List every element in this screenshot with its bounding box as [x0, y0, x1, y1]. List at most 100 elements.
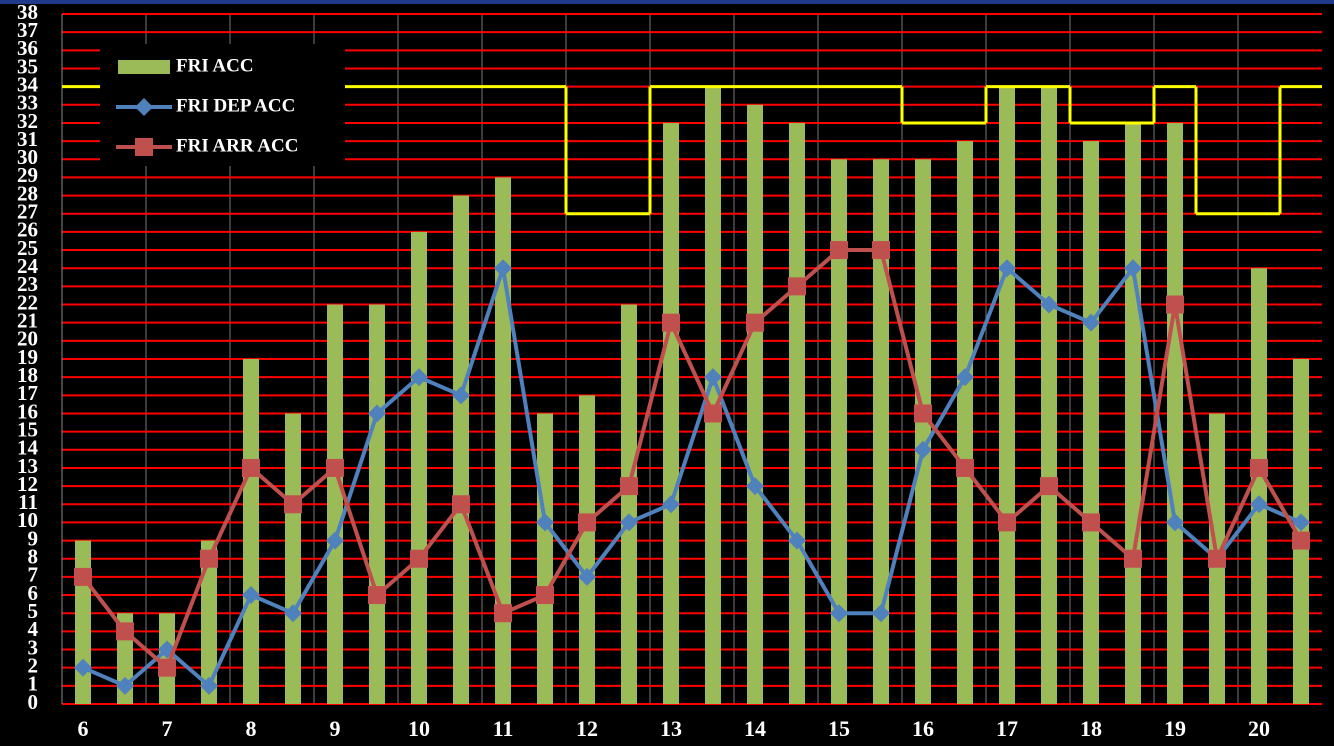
bar [285, 413, 301, 704]
legend-label: FRI ACC [176, 55, 254, 76]
y-tick-label: 19 [17, 345, 38, 369]
x-tick-label: 20 [1248, 716, 1270, 741]
bar [75, 540, 91, 704]
y-tick-label: 0 [28, 690, 39, 714]
bar [915, 159, 931, 704]
x-tick-label: 11 [493, 716, 514, 741]
y-tick-label: 10 [17, 508, 38, 532]
y-tick-label: 23 [17, 272, 38, 296]
y-tick-label: 1 [28, 672, 39, 696]
marker [1124, 259, 1142, 278]
y-tick-label: 29 [17, 163, 38, 187]
x-tick-label: 15 [828, 716, 850, 741]
marker [704, 368, 722, 387]
marker [494, 259, 512, 278]
bar [327, 304, 343, 704]
marker [116, 676, 134, 695]
bar [705, 86, 721, 704]
marker [1250, 458, 1268, 477]
line [82, 266, 1302, 688]
y-tick-label: 36 [17, 36, 38, 60]
y-tick-label: 30 [17, 145, 38, 169]
marker [788, 277, 806, 296]
bar [495, 177, 511, 705]
y-tick-label: 8 [28, 545, 39, 569]
x-tick-label: 9 [330, 716, 341, 741]
marker [200, 676, 218, 695]
marker [158, 658, 176, 677]
marker [326, 458, 344, 477]
legend-label: FRI ARR ACC [176, 135, 298, 156]
marker [1208, 549, 1226, 568]
marker [662, 495, 680, 514]
marker [830, 241, 848, 260]
marker [116, 622, 134, 641]
x-tick-label: 6 [78, 716, 89, 741]
x-tick-label: 19 [1164, 716, 1186, 741]
y-tick-label: 24 [17, 254, 39, 278]
marker [452, 495, 470, 514]
marker [704, 404, 722, 423]
marker [872, 241, 890, 260]
y-tick-label: 26 [17, 218, 38, 242]
x-tick-label: 7 [162, 716, 173, 741]
marker [368, 586, 386, 605]
bar [789, 122, 805, 704]
marker [368, 404, 386, 423]
y-tick-label: 25 [17, 236, 38, 260]
y-tick-label: 9 [28, 526, 39, 550]
marker [536, 586, 554, 605]
y-tick-label: 20 [17, 327, 38, 351]
bar [1041, 86, 1057, 704]
bar [1293, 359, 1309, 704]
marker [200, 549, 218, 568]
legend: FRI ACC FRI DEP ACC FRI ARR ACC [100, 44, 345, 166]
marker [74, 567, 92, 586]
marker [956, 368, 974, 387]
marker [410, 549, 428, 568]
y-tick-label: 38 [17, 0, 38, 24]
bar [1167, 122, 1183, 704]
y-tick-label: 18 [17, 363, 38, 387]
marker [620, 513, 638, 532]
marker [578, 513, 596, 532]
marker [242, 458, 260, 477]
y-tick-label: 34 [17, 72, 39, 96]
x-tick-label: 18 [1080, 716, 1102, 741]
legend-marker [135, 98, 153, 116]
y-tick-label: 3 [28, 635, 39, 659]
marker [1292, 513, 1310, 532]
bar [831, 159, 847, 704]
marker [1040, 477, 1058, 496]
y-tick-label: 21 [17, 308, 38, 332]
marker [494, 604, 512, 623]
marker [326, 531, 344, 550]
y-tick-label: 27 [17, 200, 38, 224]
y-tick-label: 28 [17, 181, 38, 205]
bar [663, 122, 679, 704]
marker [788, 531, 806, 550]
marker [914, 440, 932, 459]
bar [747, 104, 763, 704]
bar [957, 141, 973, 704]
marker [998, 513, 1016, 532]
bar [453, 195, 469, 704]
x-tick-label: 10 [408, 716, 430, 741]
y-tick-label: 37 [17, 18, 38, 42]
y-tick-label: 15 [17, 417, 38, 441]
y-tick-label: 32 [17, 109, 38, 133]
bar [369, 304, 385, 704]
y-tick-label: 11 [18, 490, 38, 514]
y-tick-label: 7 [28, 563, 39, 587]
y-tick-label: 16 [17, 399, 38, 423]
marker [452, 386, 470, 405]
marker [1124, 549, 1142, 568]
marker [956, 458, 974, 477]
x-tick-label: 12 [576, 716, 598, 741]
marker [1082, 513, 1100, 532]
y-tick-label: 4 [28, 617, 39, 641]
y-tick-label: 2 [28, 653, 39, 677]
x-tick-label: 14 [744, 716, 766, 741]
marker [284, 604, 302, 623]
bar [873, 159, 889, 704]
